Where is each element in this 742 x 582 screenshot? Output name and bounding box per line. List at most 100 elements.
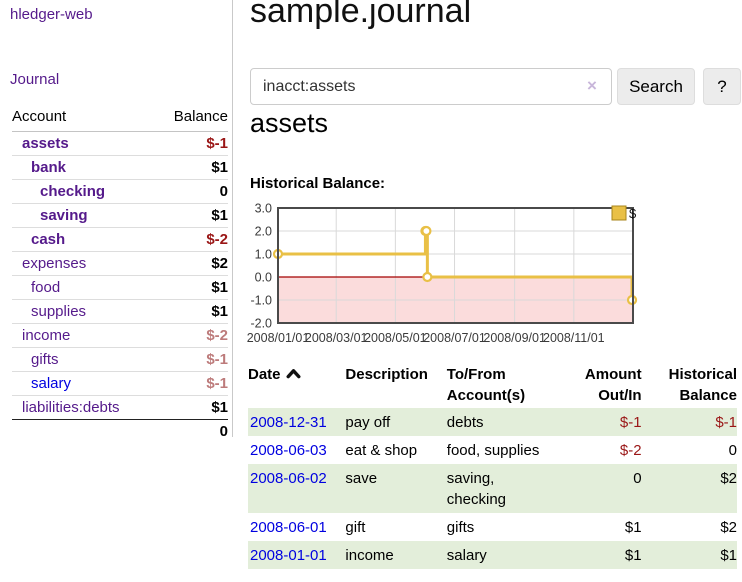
accounts-cell: salary	[446, 547, 487, 564]
account-link[interactable]: liabilities:debts	[22, 399, 120, 416]
account-link[interactable]: supplies	[31, 303, 87, 320]
svg-text:1.0: 1.0	[255, 248, 272, 262]
account-link[interactable]: expenses	[22, 255, 87, 272]
balance-cell: $2	[720, 519, 737, 536]
amount-cell: $1	[624, 547, 642, 564]
account-link[interactable]: bank	[31, 159, 67, 176]
register-table: Date Description To/From Account(s) Amou…	[248, 362, 737, 569]
account-link[interactable]: checking	[40, 183, 106, 200]
svg-text:3.0: 3.0	[255, 203, 272, 216]
description-cell: income	[345, 547, 394, 564]
account-balance: $-1	[206, 135, 228, 152]
account-link[interactable]: food	[31, 279, 61, 296]
account-balance: $1	[155, 155, 228, 180]
date-link[interactable]: 2008-06-03	[250, 442, 327, 459]
table-row: 2008-06-03 eat & shop food, supplies $-2…	[248, 436, 737, 464]
svg-text:0.0: 0.0	[255, 271, 272, 285]
amount-cell: $1	[624, 519, 642, 536]
svg-text:2.0: 2.0	[255, 225, 272, 239]
balance-cell: $2	[720, 470, 737, 487]
legend-swatch-icon	[611, 205, 627, 221]
account-balance: 0	[155, 179, 228, 204]
table-row: 2008-01-01 income salary $1 $1	[248, 541, 737, 569]
account-balance: $-1	[155, 371, 228, 396]
account-link[interactable]: saving	[40, 207, 88, 224]
accounts-table: Account Balance assets $-1 bank $1 check…	[12, 104, 228, 443]
account-row: liabilities:debts $1	[12, 395, 228, 420]
clear-search-icon[interactable]: ×	[587, 76, 597, 95]
legend-label: $	[629, 206, 637, 221]
account-row: assets $-1	[12, 132, 228, 156]
account-link[interactable]: salary	[31, 375, 72, 392]
description-cell: pay off	[345, 414, 391, 431]
accounts-cell: food, supplies	[446, 442, 540, 459]
accounts-cell: gifts	[446, 519, 475, 536]
sort-ascending-icon	[286, 369, 301, 379]
account-link[interactable]: assets	[22, 135, 69, 152]
chart-legend: $	[611, 205, 637, 221]
chart-point-markers	[272, 225, 638, 306]
register-header-accounts: To/From Account(s)	[446, 366, 526, 404]
balance-cell: $1	[720, 547, 737, 564]
date-link[interactable]: 2008-12-31	[250, 414, 327, 431]
account-row: food $1	[12, 275, 228, 300]
account-balance: $-2	[155, 323, 228, 348]
svg-text:2008/01/01: 2008/01/01	[247, 331, 310, 345]
accounts-header-row: Account Balance	[12, 104, 228, 132]
help-button[interactable]: ?	[703, 68, 741, 105]
chart-axis-labels: 3.0 2.0 1.0 0.0 -1.0 -2.02008/01/012008/03/01…	[247, 203, 605, 345]
chart-title: Historical Balance:	[250, 175, 386, 192]
account-link[interactable]: income	[22, 327, 71, 344]
account-row: bank $1	[12, 155, 228, 180]
chart-border	[277, 207, 634, 324]
date-link[interactable]: 2008-06-02	[250, 470, 327, 487]
table-row: 2008-12-31 pay off debts $-1 $-1	[248, 408, 737, 436]
account-row: salary $-1	[12, 371, 228, 396]
account-row: supplies $1	[12, 299, 228, 324]
register-header-amount: Amount Out/In	[584, 366, 642, 404]
account-heading: assets	[250, 108, 329, 138]
register-header-date[interactable]: Date	[248, 362, 345, 408]
svg-text:2008/09/01: 2008/09/01	[483, 331, 546, 345]
register-header-row: Date Description To/From Account(s) Amou…	[248, 362, 737, 408]
account-link[interactable]: gifts	[31, 351, 59, 368]
account-link[interactable]: cash	[31, 231, 66, 248]
svg-text:-2.0: -2.0	[250, 317, 272, 331]
accounts-total-value: 0	[155, 419, 228, 443]
accounts-cell: saving, checking	[446, 470, 506, 508]
search-input[interactable]	[250, 68, 612, 105]
svg-text:2008/07/01: 2008/07/01	[423, 331, 486, 345]
register-header-balance: Historical Balance	[668, 366, 737, 404]
svg-text:2008/03/01: 2008/03/01	[305, 331, 368, 345]
search-button[interactable]: Search	[617, 68, 695, 105]
account-balance: $1	[155, 275, 228, 300]
accounts-total-row: 0	[12, 419, 228, 443]
account-row: expenses $2	[12, 251, 228, 276]
table-row: 2008-06-01 gift gifts $1 $2	[248, 513, 737, 541]
balance-cell: $-1	[715, 414, 737, 431]
description-cell: eat & shop	[345, 442, 418, 459]
account-row: saving $1	[12, 203, 228, 228]
search-form: × Search ?	[250, 68, 742, 105]
accounts-table-body: assets $-1 bank $1 checking 0 saving $1 …	[12, 132, 228, 420]
accounts-header-account: Account	[12, 104, 156, 132]
register-table-body: 2008-12-31 pay off debts $-1 $-1 2008-06…	[248, 408, 737, 569]
date-link[interactable]: 2008-01-01	[250, 547, 327, 564]
account-balance: $2	[155, 251, 228, 276]
balance-cell: 0	[728, 442, 737, 459]
date-link[interactable]: 2008-06-01	[250, 519, 327, 536]
account-balance: $1	[155, 299, 228, 324]
amount-cell: 0	[633, 470, 642, 487]
description-cell: gift	[345, 519, 366, 536]
account-balance: $1	[155, 203, 228, 228]
account-balance: $-1	[155, 347, 228, 372]
account-row: cash $-2	[12, 227, 228, 252]
account-row: gifts $-1	[12, 347, 228, 372]
sidebar-item-journal[interactable]: Journal	[10, 71, 60, 88]
svg-text:2008/05/01: 2008/05/01	[364, 331, 427, 345]
accounts-cell: debts	[446, 414, 484, 431]
account-row: checking 0	[12, 179, 228, 204]
svg-text:2008/11/01: 2008/11/01	[543, 331, 605, 345]
amount-cell: $-2	[619, 442, 642, 459]
app-brand-link[interactable]: hledger-web	[10, 6, 93, 23]
